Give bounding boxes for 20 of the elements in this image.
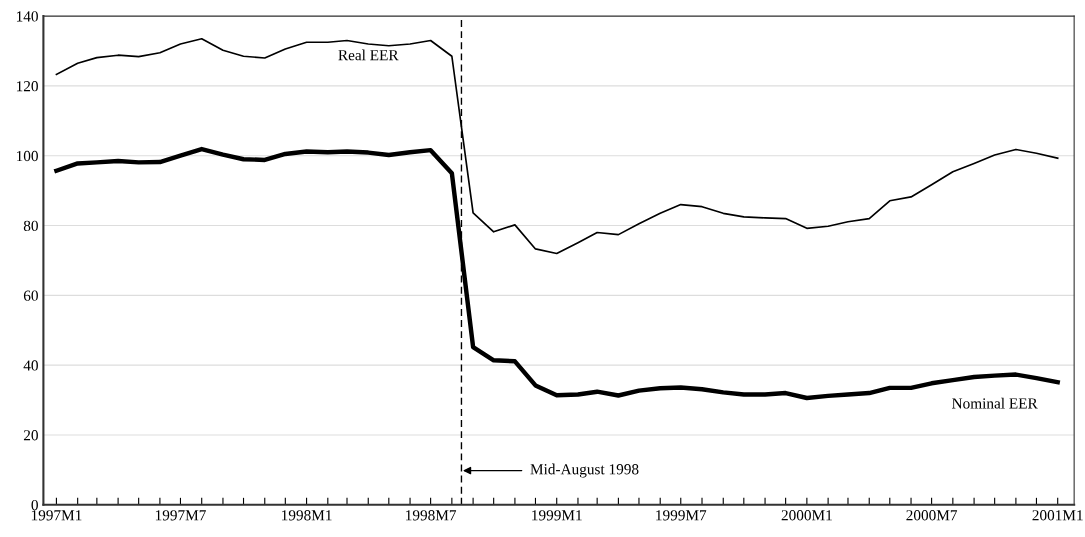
y-tick-label: 140	[16, 11, 38, 22]
y-tick-label: 20	[23, 430, 38, 441]
x-tick-label: 1999M7	[656, 510, 707, 521]
x-tick-label: 1998M7	[406, 510, 457, 521]
y-tick-label: 0	[31, 499, 38, 511]
y-tick-label: 100	[16, 150, 38, 162]
x-tick-label: 1998M1	[282, 510, 332, 521]
series-label: Real EER	[338, 49, 399, 61]
x-tick-label: 2000M1	[781, 510, 832, 521]
y-tick-label: 80	[23, 220, 38, 231]
series-label: Nominal EER	[952, 397, 1038, 409]
x-tick-label: 2001M1	[1032, 510, 1083, 521]
x-tick-label: 1997M7	[155, 510, 206, 521]
x-tick-label: 1997M1	[31, 510, 82, 521]
ref-line-label: Mid-August 1998	[530, 463, 639, 478]
x-tick-label: 2000M7	[906, 510, 958, 521]
y-tick-label: 120	[16, 81, 38, 92]
x-tick-label: 1999M1	[532, 510, 582, 521]
y-tick-label: 40	[23, 360, 38, 371]
y-tick-label: 60	[23, 290, 38, 301]
